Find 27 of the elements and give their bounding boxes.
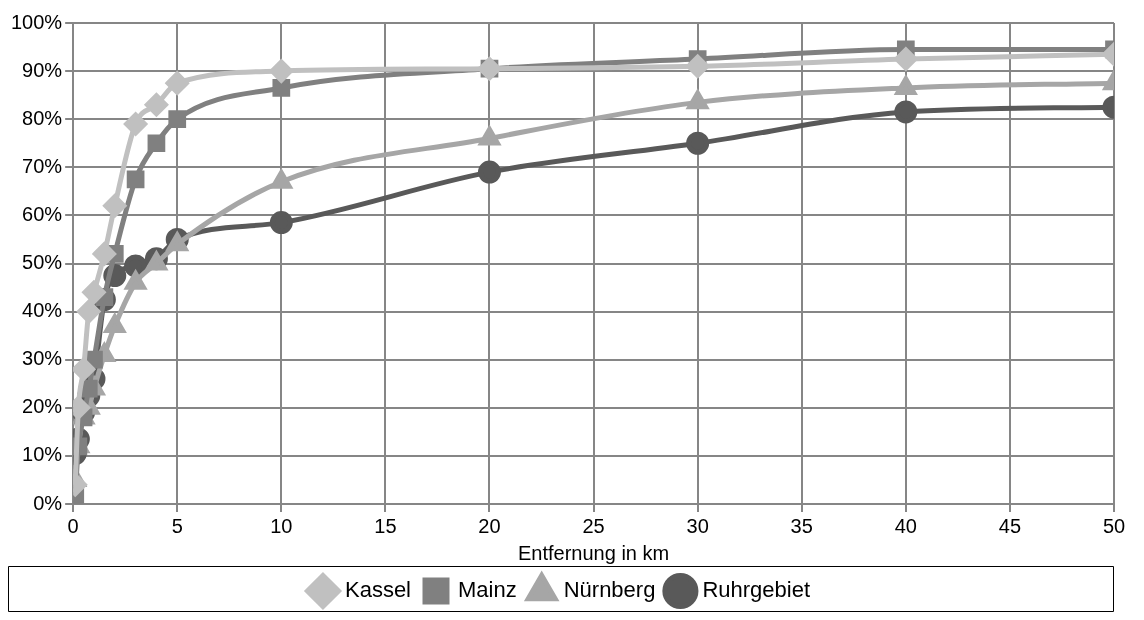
legend-label: Mainz: [458, 577, 517, 603]
x-tick-label: 35: [790, 514, 813, 537]
x-tick-label: 25: [582, 514, 605, 537]
x-tick-label: 0: [67, 514, 79, 537]
y-tick-label: 80%: [22, 106, 63, 129]
x-tick-label: 20: [478, 514, 501, 537]
x-tick-label: 5: [171, 514, 183, 537]
x-tick-label: 40: [894, 514, 917, 537]
y-tick-label: 100%: [11, 10, 63, 33]
y-tick-label: 90%: [22, 58, 63, 81]
x-tick-label: 10: [270, 514, 293, 537]
legend-label: Kassel: [344, 577, 412, 603]
x-tick-label: 45: [998, 514, 1022, 537]
legend-label: Ruhrgebiet: [702, 577, 811, 603]
x-axis-title: Entfernung in km: [517, 541, 670, 564]
y-tick-label: 70%: [22, 154, 63, 177]
legend-label: Nürnberg: [563, 577, 656, 603]
y-tick-label: 10%: [22, 443, 63, 466]
x-tick-label: 15: [374, 514, 397, 537]
y-tick-label: 30%: [22, 347, 63, 370]
x-tick-label: 30: [686, 514, 709, 537]
y-tick-label: 0%: [33, 491, 63, 514]
y-tick-label: 60%: [22, 202, 63, 225]
y-tick-label: 40%: [22, 299, 63, 322]
y-tick-label: 50%: [22, 251, 63, 274]
x-tick-label: 50: [1102, 514, 1126, 537]
y-tick-label: 20%: [22, 395, 63, 418]
